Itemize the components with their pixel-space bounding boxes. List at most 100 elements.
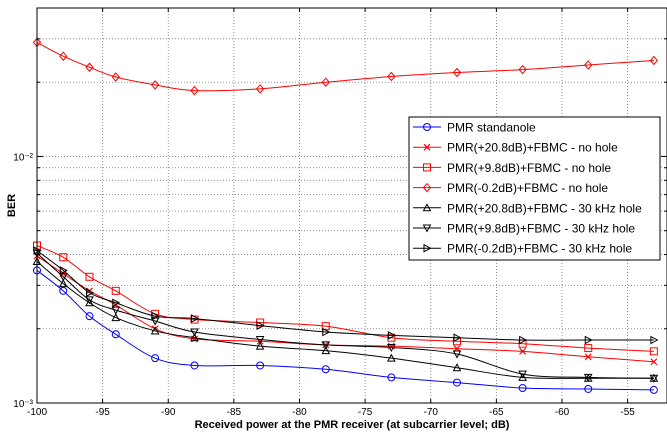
legend-marker (423, 123, 431, 131)
legend-marker (422, 182, 432, 193)
data-point (151, 311, 160, 321)
data-point (255, 341, 265, 350)
x-tick-label: -80 (292, 407, 307, 418)
data-point (85, 272, 94, 281)
x-axis-title: Received power at the PMR receiver (at s… (195, 419, 510, 431)
grid (36, 7, 667, 403)
series-line (36, 250, 654, 341)
legend-item: PMR standanole (413, 121, 536, 135)
data-point (111, 72, 120, 82)
data-point (387, 373, 396, 382)
x-tick-label: -100 (27, 407, 47, 418)
data-point (321, 365, 330, 374)
legend: PMR standanole PMR(+20.8dB)+FBMC - no hol… (408, 116, 661, 261)
legend-box (408, 116, 661, 261)
data-point (190, 328, 199, 337)
data-point (190, 333, 199, 342)
data-point (190, 85, 199, 96)
data-point (321, 77, 330, 87)
data-point (59, 51, 68, 61)
data-point (321, 341, 331, 350)
x-tick-label: -95 (95, 407, 110, 418)
data-point (85, 312, 94, 321)
data-point (519, 335, 528, 345)
data-point (58, 273, 68, 282)
legend-item: PMR(+9.8dB)+FBMC - 30 kHz hole (413, 222, 635, 236)
data-point (650, 358, 658, 366)
legend-label: PMR(-0.2dB)+FBMC - 30 kHz hole (447, 242, 632, 256)
data-point (584, 335, 593, 345)
data-point (452, 350, 462, 359)
data-point (322, 327, 331, 337)
x-tick-label: -75 (358, 407, 373, 418)
data-point (453, 378, 461, 387)
data-point (452, 363, 462, 372)
legend-label: PMR(+20.8dB)+FBMC - no hole (447, 141, 618, 155)
y-axis-title: BER (6, 194, 18, 217)
data-point (151, 354, 160, 363)
legend-label: PMR(+9.8dB)+FBMC - no hole (447, 161, 611, 175)
x-tick-label: -70 (424, 407, 439, 418)
data-point (191, 314, 200, 323)
data-point (584, 344, 593, 353)
data-point (387, 71, 396, 82)
legend-item: PMR(-0.2dB)+FBMC - 30 kHz hole (413, 242, 632, 256)
data-point (85, 62, 94, 73)
marker-stroke (423, 143, 431, 151)
data-point (111, 286, 120, 295)
legend-label: PMR(-0.2dB)+FBMC - no hole (447, 181, 608, 195)
data-point (150, 80, 160, 90)
data-point (387, 353, 396, 362)
series-line (36, 252, 654, 379)
x-tick-label: -55 (620, 407, 635, 418)
data-point (649, 347, 658, 356)
series-line (36, 41, 654, 92)
plot-frame (36, 7, 667, 404)
legend-item: PMR(+20.8dB)+FBMC - 30 kHz hole (413, 201, 642, 215)
legend-marker (423, 163, 431, 172)
data-point (453, 333, 462, 343)
series-1 (33, 266, 658, 394)
y-tick-label: 10⁻² (13, 152, 33, 163)
legend-item: PMR(-0.2dB)+FBMC - no hole (413, 181, 608, 195)
legend-marker (423, 243, 432, 253)
data-point (518, 64, 527, 75)
legend-marker (422, 203, 432, 212)
data-point (255, 84, 265, 94)
data-point (85, 298, 94, 307)
data-point (190, 361, 199, 370)
data-point (584, 384, 593, 393)
data-point (518, 372, 527, 381)
data-point (649, 55, 659, 66)
legend-label: PMR(+9.8dB)+FBMC - 30 kHz hole (447, 222, 635, 236)
data-point (112, 298, 121, 308)
legend-label: PMR standanole (447, 121, 536, 135)
legend-item: PMR(+9.8dB)+FBMC - no hole (413, 161, 611, 175)
data-point (111, 306, 121, 315)
data-point (85, 296, 94, 305)
y-tick-label: 10⁻³ (13, 399, 33, 410)
x-tick-label: -65 (489, 407, 504, 418)
data-point (518, 384, 527, 393)
data-point (255, 335, 265, 345)
data-point (111, 313, 121, 322)
marker-stroke (650, 358, 658, 366)
data-point (59, 286, 68, 295)
data-point (86, 288, 95, 298)
data-point (519, 347, 527, 355)
x-tick-label: -60 (555, 407, 570, 418)
data-point (649, 385, 658, 394)
series-7 (33, 246, 659, 345)
legend-marker (422, 224, 432, 233)
data-point (584, 60, 593, 70)
data-point (59, 253, 68, 262)
data-point (256, 361, 265, 370)
series-4 (32, 37, 659, 96)
data-point (518, 370, 527, 379)
x-tick-label: -85 (227, 407, 242, 418)
data-point (650, 335, 659, 345)
data-point (59, 266, 68, 275)
data-point (150, 326, 160, 335)
data-point (452, 67, 462, 78)
